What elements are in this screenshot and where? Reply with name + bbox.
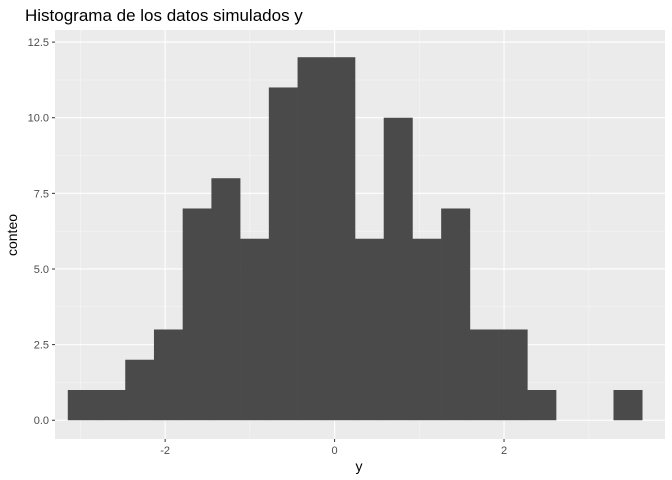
y-tick-label: 2.5: [34, 340, 49, 352]
y-axis: 0.0 2.5 5.0 7.5 10.0 12.5: [28, 37, 55, 427]
histogram-bar: [498, 329, 528, 421]
histogram-bar: [326, 57, 356, 421]
chart-title: Histograma de los datos simulados y: [25, 6, 303, 25]
x-tick-label: -2: [160, 445, 170, 457]
histogram-bar: [469, 329, 499, 421]
histogram-bar: [240, 238, 270, 421]
histogram-bars: [67, 57, 643, 421]
histogram-bar: [412, 238, 442, 421]
histogram-bar: [96, 389, 126, 421]
histogram-bar: [527, 389, 557, 421]
y-axis-title: conteo: [4, 214, 20, 256]
histogram-bar: [383, 117, 413, 421]
y-tick-label: 5.0: [34, 264, 49, 276]
histogram-bar: [613, 389, 643, 421]
x-tick-label: 2: [501, 445, 507, 457]
histogram-bar: [441, 208, 471, 421]
x-axis-title: y: [356, 458, 363, 474]
y-tick-label: 10.0: [28, 113, 49, 125]
y-tick-label: 12.5: [28, 37, 49, 49]
histogram-bar: [355, 238, 385, 421]
histogram-bar: [211, 178, 241, 421]
histogram-bar: [67, 389, 97, 421]
x-axis: -2 0 2: [160, 439, 507, 457]
y-tick-label: 7.5: [34, 188, 49, 200]
x-tick-label: 0: [332, 445, 338, 457]
histogram-bar: [268, 87, 298, 421]
histogram-bar: [297, 57, 327, 421]
histogram-bar: [125, 359, 155, 421]
histogram-bar: [182, 208, 212, 421]
y-tick-label: 0.0: [34, 415, 49, 427]
histogram-bar: [153, 329, 183, 421]
